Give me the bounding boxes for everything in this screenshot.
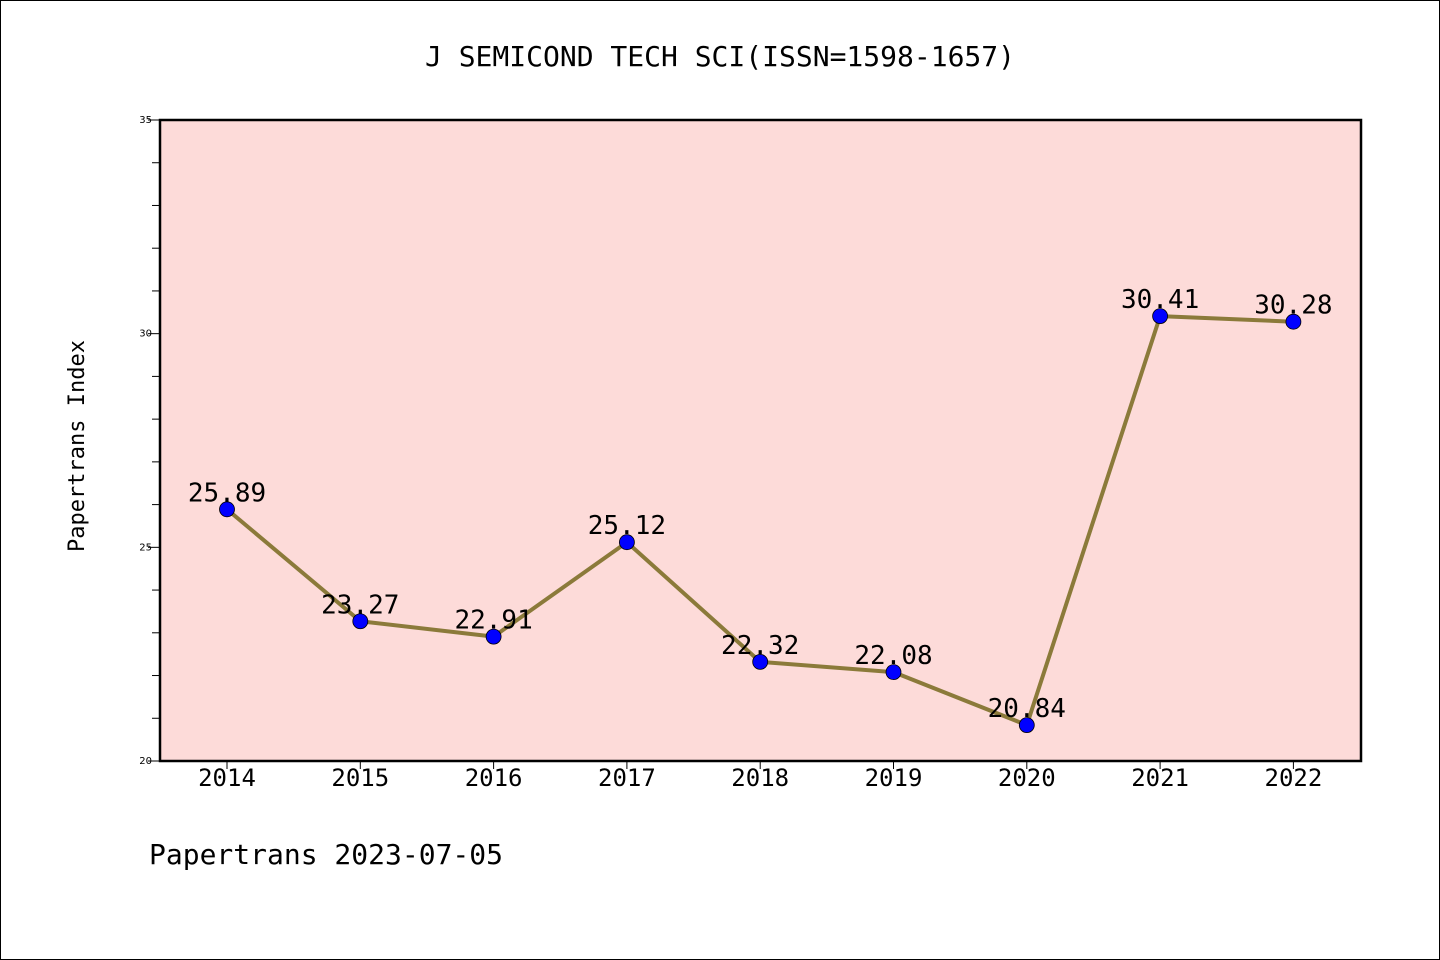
y-tick-label: 25 [139, 542, 152, 553]
data-label: 22.91 [454, 606, 532, 636]
data-point [1285, 313, 1302, 330]
data-label: 22.32 [721, 631, 799, 661]
data-label: 25.12 [588, 511, 666, 541]
data-label: 30.28 [1254, 291, 1332, 321]
x-axis: 2014 2015 2016 2017 2018 2019 2020 2021 2022 [198, 761, 1322, 792]
x-tick-label: 2021 [1131, 764, 1189, 792]
footer-text: Papertrans 2023-07-05 [149, 838, 503, 871]
y-tick-label: 20 [139, 756, 152, 767]
data-point [1152, 308, 1168, 325]
data-point [485, 628, 502, 645]
data-label: 25.89 [188, 478, 266, 508]
x-tick-label: 2014 [198, 764, 256, 792]
y-tick-label: 35 [139, 115, 152, 126]
data-label: 22.08 [854, 641, 932, 671]
x-tick-label: 2022 [1265, 764, 1323, 792]
data-point [352, 613, 369, 630]
x-tick-label: 2016 [465, 764, 523, 792]
x-tick-label: 2017 [598, 764, 656, 792]
y-axis: 20 25 30 35 [139, 115, 160, 767]
series-layer: 25.89 23.27 22.91 25.12 22.32 22.08 20.84 30.41… [188, 285, 1333, 734]
data-label: 23.27 [321, 590, 399, 620]
data-point [885, 664, 902, 681]
x-tick-label: 2019 [865, 764, 923, 792]
data-point [752, 653, 769, 670]
data-point [1018, 717, 1035, 734]
x-tick-label: 2015 [331, 764, 389, 792]
chart-title: J SEMICOND TECH SCI(ISSN=1598-1657) [425, 40, 1015, 73]
x-tick-label: 2018 [731, 764, 789, 792]
data-point [619, 534, 635, 551]
y-tick-label: 30 [139, 329, 152, 340]
x-tick-label: 2020 [998, 764, 1056, 792]
data-point [219, 501, 235, 518]
data-label: 20.84 [988, 694, 1066, 724]
data-label: 30.41 [1121, 285, 1199, 315]
y-axis-label: Papertrans Index [65, 340, 90, 552]
